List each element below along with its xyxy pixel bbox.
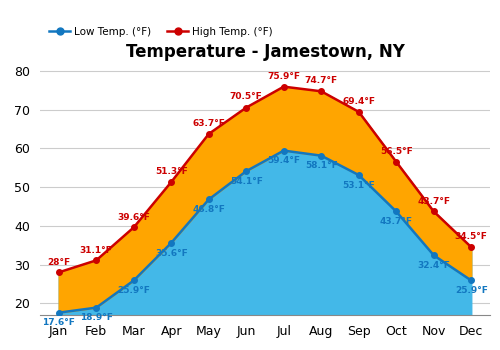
Text: 58.1°F: 58.1°F: [305, 161, 338, 170]
Low Temp. (°F): [56, 310, 62, 315]
Text: 18.9°F: 18.9°F: [80, 314, 112, 322]
High Temp. (°F): [356, 110, 362, 114]
Text: 74.7°F: 74.7°F: [304, 77, 338, 85]
High Temp. (°F): [168, 180, 174, 184]
Text: 25.9°F: 25.9°F: [455, 286, 488, 295]
Text: 43.7°F: 43.7°F: [380, 217, 413, 226]
Text: 56.5°F: 56.5°F: [380, 147, 412, 156]
Line: Low Temp. (°F): Low Temp. (°F): [56, 148, 474, 315]
Text: 43.7°F: 43.7°F: [417, 197, 450, 206]
Title: Temperature - Jamestown, NY: Temperature - Jamestown, NY: [126, 43, 404, 62]
High Temp. (°F): [243, 105, 249, 110]
Low Temp. (°F): [318, 154, 324, 158]
High Temp. (°F): [56, 270, 62, 274]
Text: 46.8°F: 46.8°F: [192, 205, 225, 214]
Text: 69.4°F: 69.4°F: [342, 97, 375, 106]
Line: High Temp. (°F): High Temp. (°F): [56, 84, 474, 275]
Legend: Low Temp. (°F), High Temp. (°F): Low Temp. (°F), High Temp. (°F): [45, 23, 277, 41]
Low Temp. (°F): [281, 148, 287, 153]
Low Temp. (°F): [243, 169, 249, 173]
Text: 59.4°F: 59.4°F: [267, 156, 300, 166]
Low Temp. (°F): [93, 306, 99, 310]
Low Temp. (°F): [206, 197, 212, 202]
Text: 31.1°F: 31.1°F: [80, 245, 112, 254]
Text: 25.9°F: 25.9°F: [118, 286, 150, 295]
Low Temp. (°F): [168, 241, 174, 245]
Text: 28°F: 28°F: [47, 258, 70, 267]
Text: 34.5°F: 34.5°F: [455, 232, 488, 241]
High Temp. (°F): [281, 85, 287, 89]
Low Temp. (°F): [468, 278, 474, 282]
Low Temp. (°F): [131, 278, 137, 282]
Text: 53.1°F: 53.1°F: [342, 181, 375, 190]
Text: 75.9°F: 75.9°F: [267, 72, 300, 81]
High Temp. (°F): [468, 245, 474, 249]
Low Temp. (°F): [393, 209, 399, 214]
Text: 35.6°F: 35.6°F: [155, 249, 188, 258]
High Temp. (°F): [431, 209, 437, 214]
Low Temp. (°F): [356, 173, 362, 177]
High Temp. (°F): [206, 132, 212, 136]
Text: 39.6°F: 39.6°F: [118, 212, 150, 222]
High Temp. (°F): [131, 225, 137, 230]
Text: 54.1°F: 54.1°F: [230, 177, 262, 186]
Text: 63.7°F: 63.7°F: [192, 119, 225, 128]
High Temp. (°F): [393, 160, 399, 164]
High Temp. (°F): [318, 89, 324, 93]
Low Temp. (°F): [431, 253, 437, 257]
Text: 32.4°F: 32.4°F: [418, 261, 450, 270]
Text: 17.6°F: 17.6°F: [42, 318, 75, 328]
High Temp. (°F): [93, 258, 99, 262]
Text: 51.3°F: 51.3°F: [155, 167, 188, 176]
Text: 70.5°F: 70.5°F: [230, 92, 262, 100]
